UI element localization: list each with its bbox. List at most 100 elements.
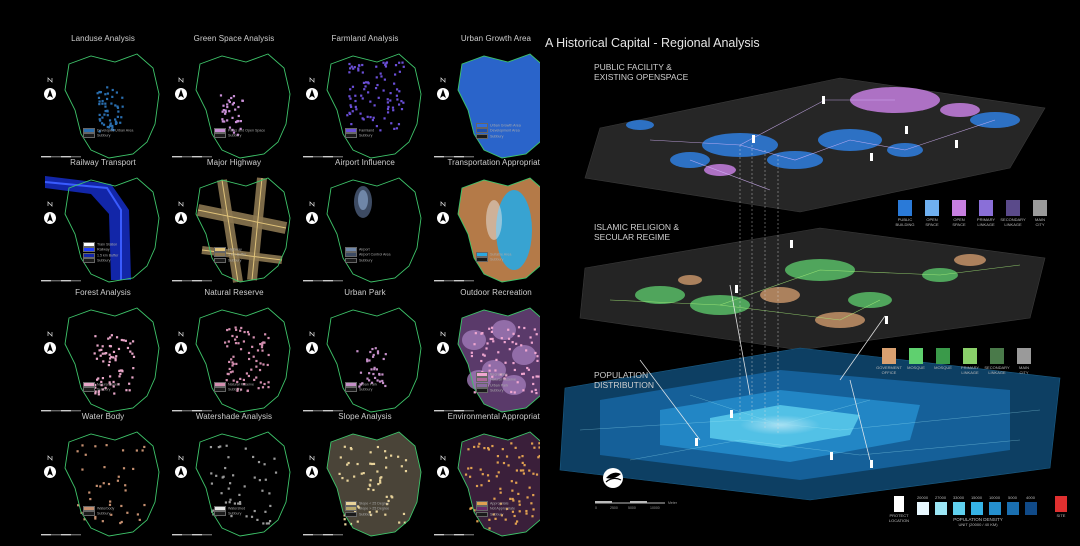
- legend-swatch: [214, 257, 226, 263]
- map-scale-bar: [41, 156, 81, 158]
- north-arrow-icon: [306, 201, 318, 224]
- analysis-map: [172, 307, 291, 413]
- legend-label: Urban Growth Area: [490, 123, 521, 128]
- north-arrow-icon: [175, 201, 187, 224]
- layer-public-facility: [584, 77, 1046, 213]
- layer-legend-label: SECONDARY LINKAGE: [1000, 217, 1026, 227]
- analysis-legend-item: Subbury: [345, 387, 377, 393]
- layer-legend-label: MAIN CITY: [1019, 365, 1029, 375]
- layer-legend-label: MOSQUE: [934, 365, 952, 370]
- analysis-legend-item: Railway: [83, 247, 118, 253]
- analysis-panel: Outdoor Recreation Recreation Natural Rese…: [430, 288, 562, 416]
- legend-swatch: [345, 252, 357, 258]
- map-scale-bar: [434, 156, 474, 158]
- scale-tick-2: 5000: [628, 506, 636, 510]
- analysis-legend-item: Suitable Area: [476, 252, 511, 257]
- legend-swatch: [214, 506, 226, 511]
- layer-label-islamic-religion: ISLAMIC RELIGION & SECULAR REGIME: [594, 222, 680, 242]
- map-scale-bar: [41, 280, 81, 282]
- north-arrow-icon: [44, 455, 56, 478]
- analysis-panel-title: Railway Transport: [70, 158, 136, 167]
- north-arrow-icon: [44, 77, 56, 100]
- legend-label: Subbury: [490, 512, 504, 517]
- layer-legend-item: GOVERMENT OFFICE: [876, 348, 902, 375]
- density-value: 15000: [970, 495, 983, 500]
- layer-legend-label: PRIMARY LINKAGE: [960, 365, 980, 375]
- analysis-legend: Suitable Area Subbury: [476, 252, 511, 263]
- density-key-item: 15000: [968, 495, 985, 517]
- legend-swatch: [345, 128, 357, 133]
- analysis-panel-title: Natural Reserve: [204, 288, 264, 297]
- analysis-legend-item: Subbury: [476, 257, 511, 263]
- legend-label: Appropriate: [490, 501, 509, 506]
- site-key: SITE: [1050, 496, 1072, 519]
- north-arrow-icon: [437, 455, 449, 478]
- north-arrow-icon: [175, 77, 187, 100]
- map-scale-bar: [172, 410, 212, 412]
- legend-label: Subbury: [228, 387, 242, 392]
- density-swatch: [988, 501, 1001, 515]
- legend-swatch: [83, 387, 95, 393]
- map-scale-bar: [303, 156, 343, 158]
- analysis-legend-item: Natural Reserve: [476, 377, 516, 383]
- analysis-legend: Farmland Subbury: [345, 128, 374, 139]
- legend-swatch: [214, 247, 226, 252]
- legend-label: Subbury: [97, 511, 111, 516]
- protect-location-swatch: [894, 496, 904, 512]
- vertical-connectors: [739, 145, 779, 435]
- density-unit: UNIT (20000 / 40 KM): [958, 522, 998, 527]
- analysis-legend-item: Subbury: [214, 133, 265, 139]
- analysis-legend-item: Airport Control Area: [345, 252, 391, 258]
- analysis-panel: Slope Analysis Slope < 25 Degree Slope > 2…: [299, 412, 431, 540]
- density-value: 27000: [934, 495, 947, 500]
- analysis-panel-title: Outdoor Recreation: [460, 288, 532, 297]
- map-scale-bar: [434, 280, 474, 282]
- density-swatch: [916, 501, 929, 515]
- north-arrow-icon: [306, 331, 318, 354]
- legend-swatch: [345, 257, 357, 263]
- layer-legend-label: MOSQUE: [907, 365, 925, 370]
- analysis-legend-item: Watershed: [214, 506, 245, 511]
- legend-swatch: [476, 123, 488, 128]
- analysis-legend-item: Natural Reserve: [214, 382, 254, 387]
- layer-legend-item: OPEN SPACE: [919, 200, 945, 227]
- layer-islamic-religion: [579, 227, 1046, 351]
- analysis-legend-item: Subbury: [214, 387, 254, 393]
- analysis-legend-item: Natural Forest: [83, 382, 120, 387]
- analysis-map: [303, 177, 422, 283]
- layer-legend-swatch: [909, 348, 923, 364]
- density-swatch: [970, 501, 983, 515]
- north-arrow-icon: [306, 455, 318, 478]
- analysis-legend-item: Subbury: [345, 133, 374, 139]
- layer-legend-swatch: [936, 348, 950, 364]
- layer-legend-label: GOVERMENT OFFICE: [876, 365, 902, 375]
- analysis-map: [41, 307, 160, 413]
- analysis-legend-item: Subbury: [214, 257, 246, 263]
- legend-label: Slope < 25 Degree: [359, 501, 390, 506]
- analysis-map: [172, 431, 291, 537]
- legend-swatch: [476, 501, 488, 506]
- legend-swatch: [214, 511, 226, 517]
- analysis-panel-title: Forest Analysis: [75, 288, 131, 297]
- analysis-map: [303, 53, 422, 159]
- legend-label: Airport Control Area: [359, 252, 391, 257]
- analysis-legend: Train Station Railway 1.5 km Buffer Subbury: [83, 242, 118, 264]
- legend-swatch: [476, 133, 488, 139]
- legend-swatch: [83, 242, 95, 247]
- north-arrow-icon: [306, 77, 318, 100]
- legend-swatch: [83, 506, 95, 511]
- analysis-panel-title: Urban Park: [344, 288, 386, 297]
- analysis-legend-item: Subbury: [476, 511, 515, 517]
- layer-legend-swatch: [1006, 200, 1020, 216]
- legend-label: Recreation: [490, 372, 508, 377]
- legend-label: Waterbody: [97, 506, 115, 511]
- analysis-legend-item: Waterbody: [83, 506, 114, 511]
- density-key-item: 5000: [1004, 495, 1021, 517]
- legend-swatch: [345, 247, 357, 252]
- protect-location-label: PROTECT LOCATION: [888, 513, 910, 523]
- legend-label: Urban Park: [359, 382, 378, 387]
- analysis-panel: Water Body Waterbody Subbury: [37, 412, 169, 540]
- legend-label: Natural Forest: [97, 382, 120, 387]
- legend-swatch: [214, 133, 226, 139]
- layer-legend-label: SECONDARY LINKAGE: [984, 365, 1010, 375]
